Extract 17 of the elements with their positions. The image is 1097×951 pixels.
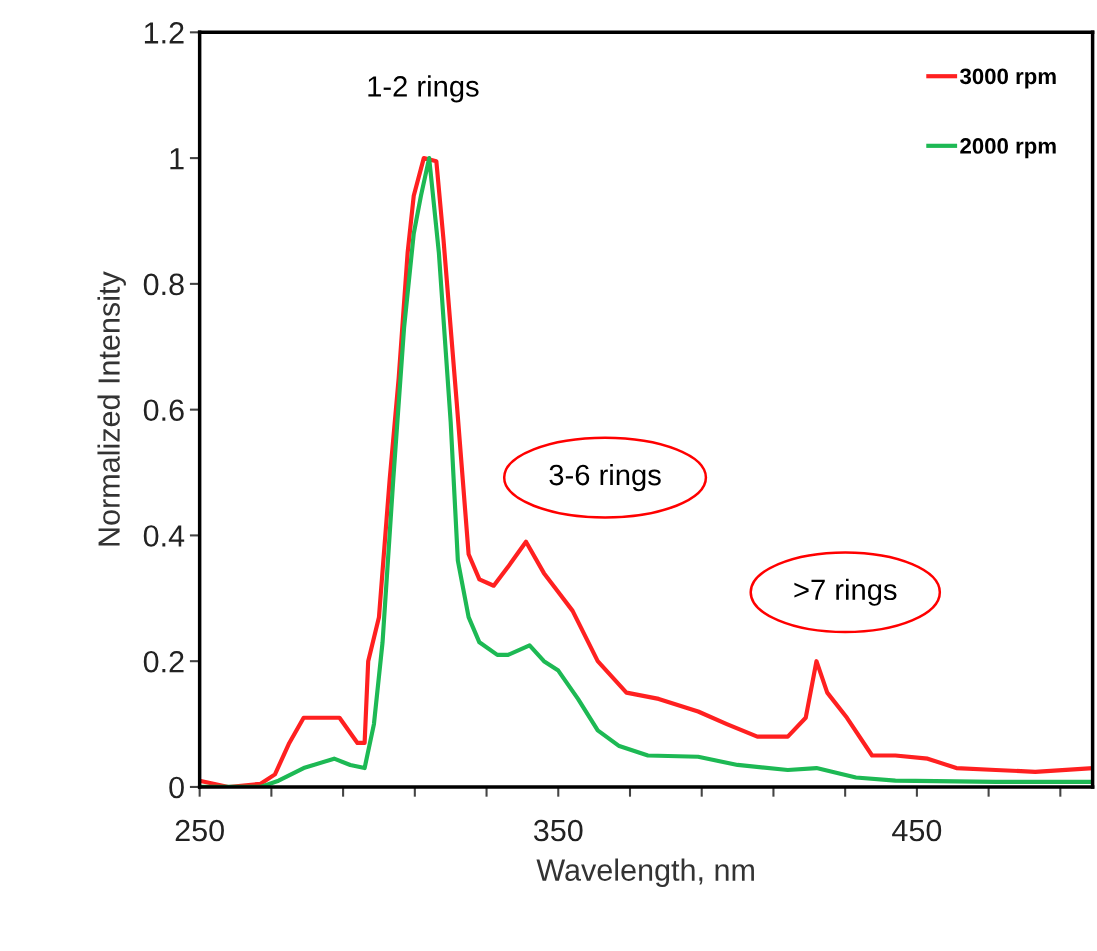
x-axis-title: Wavelength, nm: [536, 858, 754, 887]
y-tick-label: 0.6: [143, 399, 184, 422]
annotation: 3-6 rings: [549, 463, 661, 492]
y-tick-label: 1: [170, 148, 184, 170]
y-tick-label: 0.8: [143, 273, 184, 296]
legend-label: 2000 rpm: [960, 138, 1056, 159]
x-tick-label: 250: [175, 819, 224, 842]
y-tick-label: 0.2: [143, 650, 184, 673]
y-tick-label: 1.2: [144, 22, 184, 44]
y-tick-label: 0: [169, 776, 184, 799]
x-tick-label: 450: [892, 819, 942, 842]
y-axis-title: Normalized Intensity: [97, 271, 126, 546]
annotation: 1-2 rings: [368, 75, 479, 103]
y-tick-label: 0.4: [143, 525, 185, 547]
x-tick-label: 350: [533, 819, 583, 842]
legend-label: 3000 rpm: [959, 68, 1056, 89]
annotation: >7 rings: [794, 578, 897, 606]
